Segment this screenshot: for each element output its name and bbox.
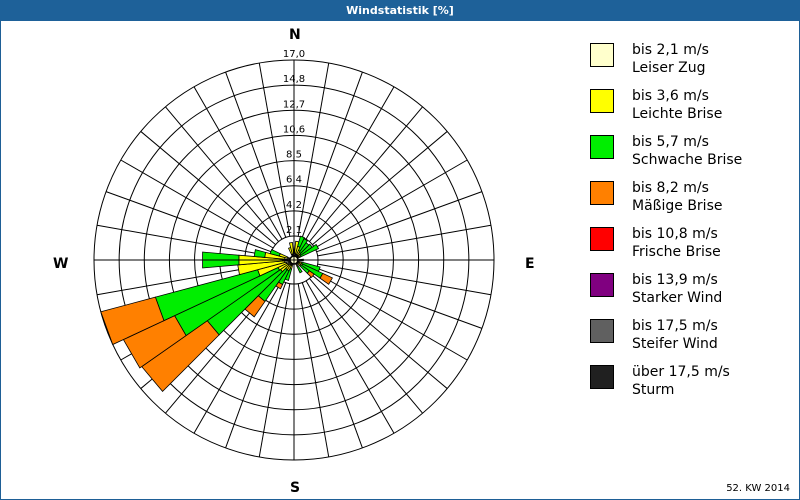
grid-spoke [316, 191, 483, 253]
grid-spoke [305, 280, 395, 434]
legend-swatch [590, 227, 614, 251]
legend-range: bis 8,2 m/s [632, 180, 709, 196]
legend-name: Starker Wind [632, 290, 723, 306]
grid-spoke [193, 86, 283, 240]
radial-tick-label: 17,0 [283, 49, 305, 60]
legend-name: Schwache Brise [632, 152, 743, 168]
legend-name: Sturm [632, 382, 675, 398]
wind-sector-segment [269, 249, 281, 257]
wind-sector-segment [319, 272, 333, 285]
grid-spoke [105, 191, 272, 253]
radial-tick-label: 12,7 [283, 99, 305, 110]
grid-spoke [309, 106, 423, 242]
wind-sector-segment [288, 241, 294, 255]
legend-name: Frische Brise [632, 244, 721, 260]
grid-spoke [301, 282, 363, 449]
legend-range: bis 2,1 m/s [632, 42, 709, 58]
grid-spoke [314, 271, 468, 361]
grid-spoke [312, 275, 448, 389]
radial-tick-label: 2,1 [286, 225, 302, 236]
chart-title: Windstatistik [%] [0, 0, 800, 21]
legend-range: bis 13,9 m/s [632, 272, 718, 288]
grid-spoke [225, 71, 287, 238]
legend-range: bis 3,6 m/s [632, 88, 709, 104]
grid-spoke [165, 106, 279, 242]
wind-rose-chart: 2,1 4,2 6,4 8,5 10,6 12,7 14,8 17,0 [93, 49, 495, 461]
legend-name: Leiser Zug [632, 60, 706, 76]
grid-spoke [314, 159, 468, 249]
compass-east-label: E [525, 256, 535, 272]
grid-spoke [258, 283, 291, 458]
legend-range: bis 17,5 m/s [632, 318, 718, 334]
wind-sector-segment [299, 243, 320, 258]
grid-spoke [317, 263, 492, 296]
wind-sector-segment [296, 265, 303, 274]
grid-spoke [120, 159, 274, 249]
legend-swatch [590, 273, 614, 297]
legend-swatch [590, 89, 614, 113]
legend-swatch [590, 43, 614, 67]
grid-spoke [317, 224, 492, 257]
wind-sector-segment [253, 249, 267, 258]
wind-sector-segment [100, 296, 165, 346]
grid-spoke [297, 283, 330, 458]
legend-swatch [590, 319, 614, 343]
grid-spoke [312, 131, 448, 245]
legend-range: bis 5,7 m/s [632, 134, 709, 150]
wind-sector-segment [297, 235, 305, 248]
wind-sector-segment [297, 238, 309, 252]
wind-sector-segment [306, 270, 315, 279]
grid-spoke [309, 278, 423, 414]
grid-spoke [297, 62, 330, 237]
grid-spoke [258, 62, 291, 237]
radial-tick-label: 14,8 [283, 74, 305, 85]
grid-spoke [140, 131, 276, 245]
legend-range: bis 10,8 m/s [632, 226, 718, 242]
legend-name: Mäßige Brise [632, 198, 723, 214]
legend-swatch [590, 135, 614, 159]
compass-south-label: S [290, 480, 301, 496]
radial-tick-label: 6,4 [286, 175, 302, 186]
grid-spoke [193, 280, 283, 434]
legend-name: Leichte Brise [632, 106, 723, 122]
legend-range: über 17,5 m/s [632, 364, 730, 380]
compass-north-label: N [289, 27, 301, 43]
grid-spoke [301, 71, 363, 238]
legend-swatch [590, 365, 614, 389]
legend-swatch [590, 181, 614, 205]
compass-west-label: W [53, 256, 69, 272]
legend-name: Steifer Wind [632, 336, 718, 352]
grid-spoke [305, 86, 395, 240]
radial-tick-label: 10,6 [283, 124, 305, 135]
grid-spoke [225, 282, 287, 449]
grid-spoke [96, 224, 271, 257]
radial-tick-label: 4,2 [286, 200, 302, 211]
grid-spoke [316, 267, 483, 329]
period-label: 52. KW 2014 [726, 483, 790, 494]
radial-tick-label: 8,5 [286, 150, 302, 161]
